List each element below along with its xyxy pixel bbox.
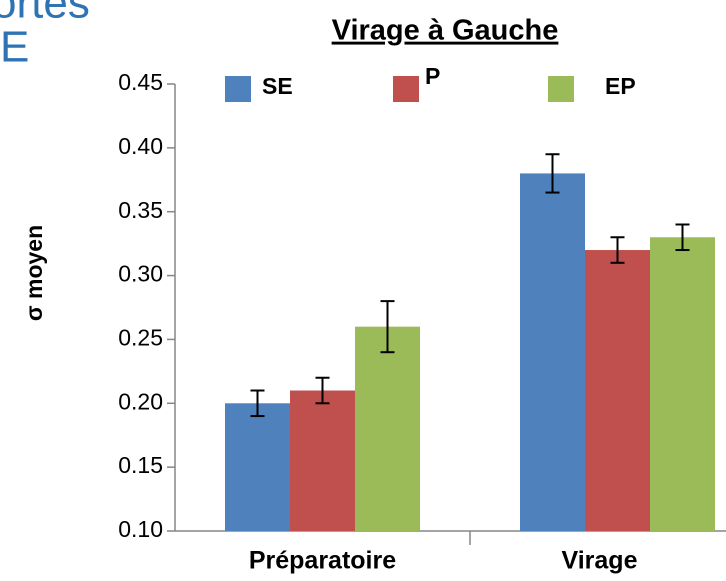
y-tick-label: 0.20 <box>118 388 163 414</box>
bar <box>585 250 650 531</box>
error-bar <box>675 223 690 252</box>
bar <box>650 237 715 531</box>
bar <box>355 326 420 531</box>
y-tick-label: 0.30 <box>118 261 163 287</box>
legend-label: EP <box>605 73 636 99</box>
x-tick-label: Virage <box>562 547 638 575</box>
y-tick-label: 0.15 <box>118 452 163 478</box>
y-tick-label: 0.10 <box>118 516 163 542</box>
y-tick-label: 0.45 <box>118 69 163 95</box>
slide-text: E <box>0 23 29 72</box>
y-tick-label: 0.40 <box>118 133 163 159</box>
y-tick-label: 0.35 <box>118 197 163 223</box>
error-bar <box>610 236 625 264</box>
legend-label: SE <box>262 73 293 99</box>
error-bar <box>250 389 265 418</box>
slide-text: ortes <box>0 0 90 28</box>
error-bar <box>545 153 560 194</box>
chart-title: Virage à Gauche <box>332 15 559 47</box>
bar <box>290 390 355 531</box>
bar <box>225 403 290 531</box>
error-bar <box>380 300 395 354</box>
legend-label: P <box>425 63 440 89</box>
error-bar <box>315 376 330 405</box>
legend-swatch <box>548 76 574 102</box>
x-tick-label: Préparatoire <box>249 547 396 575</box>
legend-swatch <box>393 76 419 102</box>
legend-swatch <box>225 76 251 102</box>
y-tick-label: 0.25 <box>118 325 163 351</box>
y-axis-label: σ moyen <box>21 225 47 321</box>
bar <box>520 173 585 531</box>
